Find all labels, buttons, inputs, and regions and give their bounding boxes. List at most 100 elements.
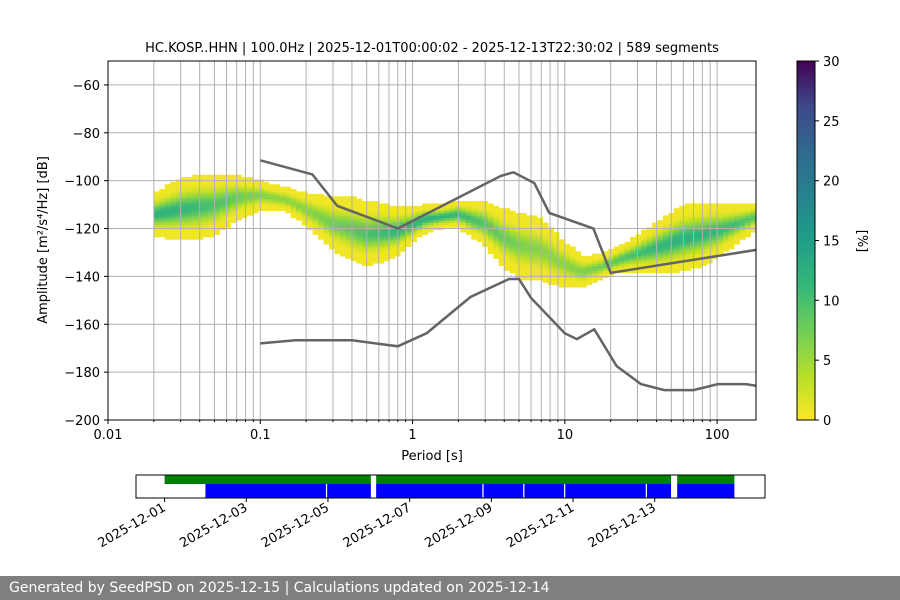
heatmap-cell: [153, 234, 160, 238]
heatmap-cell: [465, 232, 472, 235]
heatmap-cell: [372, 201, 379, 204]
heatmap-cell: [367, 224, 374, 228]
heatmap-cell: [372, 208, 379, 211]
heatmap-cell: [526, 263, 532, 267]
heatmap-cell: [339, 222, 346, 226]
heatmap-cell: [745, 229, 751, 233]
heatmap-cell: [624, 246, 631, 250]
heatmap-cell: [301, 193, 308, 197]
heatmap-cell: [504, 215, 511, 219]
heatmap-cell: [558, 248, 565, 252]
heatmap-cell: [701, 260, 708, 264]
heatmap-cell: [339, 246, 346, 250]
heatmap-cell: [504, 244, 511, 247]
heatmap-cell: [225, 193, 231, 197]
heatmap-cell: [367, 241, 374, 245]
heatmap-cell: [509, 263, 516, 267]
heatmap-cell: [679, 244, 686, 247]
heatmap-cell: [350, 234, 357, 238]
heatmap-cell: [723, 215, 730, 219]
heatmap-cell: [383, 215, 390, 219]
heatmap-cell: [531, 220, 538, 223]
heatmap-cell: [695, 248, 702, 252]
heatmap-cell: [684, 224, 691, 228]
heatmap-cell: [378, 256, 385, 259]
heatmap-cell: [531, 258, 538, 262]
heatmap-cell: [537, 263, 543, 267]
heatmap-cell: [367, 205, 374, 209]
heatmap-cell: [235, 203, 242, 207]
heatmap-cell: [197, 186, 204, 190]
heatmap-cell: [460, 212, 467, 216]
heatmap-cell: [405, 212, 412, 216]
heatmap-cell: [164, 224, 171, 228]
heatmap-cell: [378, 260, 385, 264]
heatmap-cell: [531, 251, 538, 255]
heatmap-cell: [558, 260, 565, 264]
heatmap-cell: [175, 193, 182, 197]
heatmap-cell: [520, 256, 527, 259]
heatmap-cell: [575, 284, 582, 288]
heatmap-cell: [389, 229, 396, 233]
heatmap-cell: [591, 270, 598, 274]
heatmap-cell: [630, 256, 636, 259]
heatmap-cell: [723, 239, 730, 243]
heatmap-cell: [717, 244, 724, 247]
heatmap-cell: [329, 241, 335, 245]
heatmap-cell: [745, 215, 751, 219]
heatmap-cell: [515, 244, 522, 247]
heatmap-cell: [602, 272, 609, 276]
heatmap-cell: [268, 193, 275, 197]
heatmap-cell: [241, 198, 248, 202]
heatmap-cell: [438, 212, 445, 216]
heatmap-cell: [547, 232, 554, 235]
heatmap-cell: [476, 210, 483, 214]
heatmap-cell: [542, 251, 549, 255]
heatmap-cell: [230, 193, 237, 197]
heatmap-cell: [274, 205, 281, 209]
heatmap-cell: [476, 208, 483, 211]
heatmap-cell: [285, 198, 292, 202]
heatmap-cell: [438, 224, 445, 228]
heatmap-cell: [531, 224, 538, 228]
heatmap-cell: [400, 234, 407, 238]
heatmap-cell: [734, 239, 740, 243]
heatmap-cell: [526, 260, 532, 264]
heatmap-cell: [383, 236, 390, 240]
heatmap-cell: [438, 210, 445, 214]
heatmap-cell: [361, 210, 368, 214]
heatmap-cell: [307, 203, 313, 207]
y-tick-label: −200: [64, 414, 100, 429]
heatmap-cell: [712, 251, 719, 255]
heatmap-cell: [739, 229, 746, 233]
heatmap-cell: [619, 258, 626, 262]
heatmap-cell: [531, 263, 538, 267]
heatmap-cell: [465, 212, 472, 216]
heatmap-cell: [504, 236, 511, 240]
heatmap-cell: [504, 263, 511, 267]
heatmap-cell: [657, 246, 664, 250]
heatmap-cell: [569, 272, 576, 276]
heatmap-cell: [739, 208, 746, 211]
heatmap-cell: [318, 212, 324, 216]
heatmap-cell: [460, 210, 467, 214]
heatmap-cell: [684, 212, 691, 216]
heatmap-cell: [651, 256, 658, 259]
heatmap-cell: [301, 198, 308, 202]
heatmap-cell: [208, 174, 215, 178]
heatmap-cell: [400, 215, 407, 219]
heatmap-cell: [274, 198, 281, 202]
heatmap-cell: [329, 201, 335, 204]
heatmap-cell: [684, 232, 691, 235]
heatmap-cell: [252, 193, 259, 197]
heatmap-cell: [383, 244, 390, 247]
heatmap-cell: [383, 217, 390, 221]
heatmap-cell: [624, 258, 631, 262]
heatmap-cell: [619, 265, 626, 269]
heatmap-cell: [619, 251, 626, 255]
heatmap-cell: [657, 265, 664, 269]
heatmap-cell: [509, 239, 516, 243]
heatmap-cell: [372, 256, 379, 259]
heatmap-cell: [164, 222, 171, 226]
heatmap-cell: [701, 263, 708, 267]
